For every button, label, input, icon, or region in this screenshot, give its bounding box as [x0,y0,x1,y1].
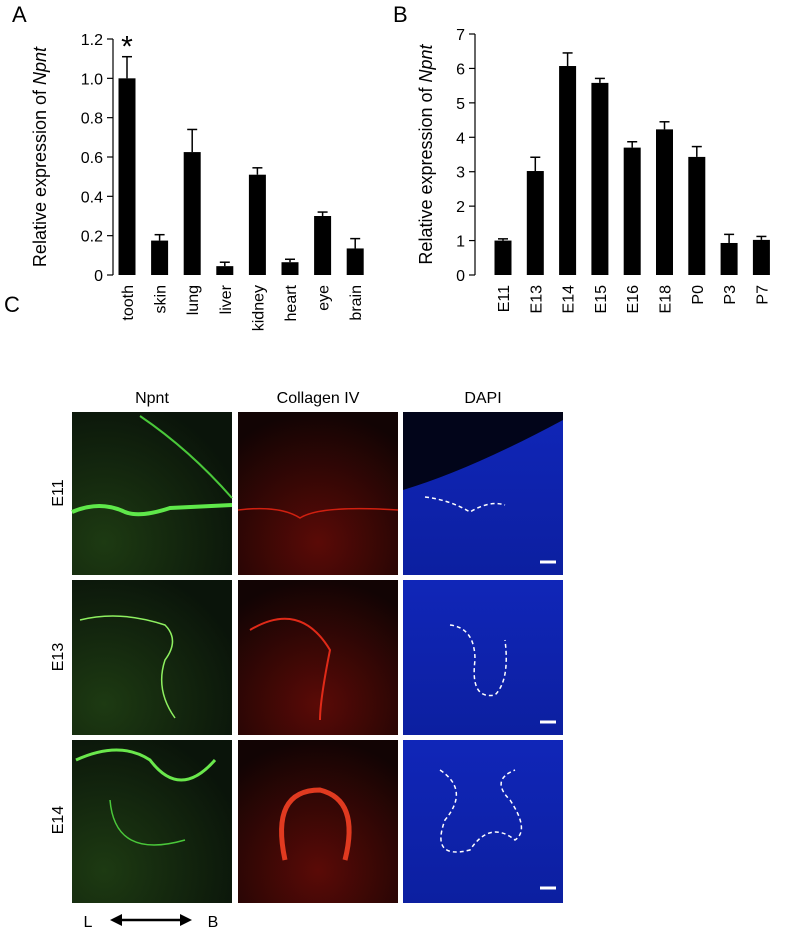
bar [281,262,299,275]
bar [752,239,770,275]
image [238,740,398,903]
x-tick-label: P7 [754,285,771,305]
y-tick-label: 0 [94,268,103,285]
y-tick-label: 3 [456,165,465,182]
y-tick-label: 1.2 [81,32,103,49]
axis-end-label: L [84,914,93,931]
micrographs [71,412,563,903]
y-tick-label: 5 [456,96,465,113]
image [72,740,232,903]
x-tick-label: E14 [561,285,578,314]
bar [559,66,577,275]
row-label: E13 [50,643,67,672]
y-tick-label: 0.8 [81,111,103,128]
x-tick-label: P3 [722,285,739,305]
x-tick-label: liver [218,284,235,314]
row-label: E11 [50,479,67,506]
x-tick-label: tooth [120,285,137,321]
y-tick-label: 2 [456,199,465,216]
x-tick-label: E18 [658,285,675,314]
image [72,580,232,735]
column-label: Npnt [135,390,169,407]
column-label: Collagen IV [277,390,360,407]
y-axis-label-text: Relative expression of [30,85,50,267]
image [72,412,232,575]
x-tick-label: E16 [625,285,642,314]
axis-end-label: B [208,914,219,931]
bar [494,240,512,275]
panel-label: A [12,2,27,27]
x-tick-label: skin [153,285,170,313]
bar [526,171,544,275]
bar [314,216,332,275]
x-tick-label: P0 [690,285,707,305]
image [403,740,563,903]
annotation: * [121,31,133,64]
image [403,580,563,735]
y-tick-label: 6 [456,61,465,78]
panel-label: C [4,292,20,317]
y-axis-label: Relative expression of Npnt [416,43,436,264]
y-axis-label-italic: Npnt [30,46,50,85]
orientation-arrow [110,914,192,926]
bar [118,78,136,275]
bar [623,147,641,275]
bar [656,129,673,275]
y-tick-label: 1.0 [81,71,103,88]
x-tick-label: lung [185,285,202,315]
image [238,412,398,575]
row-label: E14 [50,806,67,835]
bar [720,242,738,275]
y-axis-label-text: Relative expression of [416,82,436,264]
bar [216,266,234,275]
y-tick-label: 4 [456,130,465,147]
y-tick-label: 0 [456,268,465,285]
x-tick-label: E13 [528,285,545,314]
y-axis-label-italic: Npnt [416,43,436,82]
bar [248,174,266,275]
y-axis-label: Relative expression of Npnt [30,46,50,267]
y-tick-label: 7 [456,27,465,44]
bar [151,240,169,275]
bar [346,248,364,275]
bar [688,156,706,275]
x-tick-label: eye [316,285,333,311]
y-tick-label: 0.2 [81,229,103,246]
bar [183,152,201,275]
x-tick-label: E15 [593,285,610,314]
bar [591,82,609,275]
column-label: DAPI [464,390,501,407]
x-tick-label: brain [348,285,365,321]
y-tick-label: 0.4 [81,189,103,206]
x-tick-label: E11 [496,285,513,312]
image [238,580,398,735]
y-tick-label: 1 [456,234,465,251]
x-tick-label: kidney [250,285,267,331]
y-tick-label: 0.6 [81,150,103,167]
x-tick-label: heart [283,284,300,321]
panel-label: B [393,2,408,27]
